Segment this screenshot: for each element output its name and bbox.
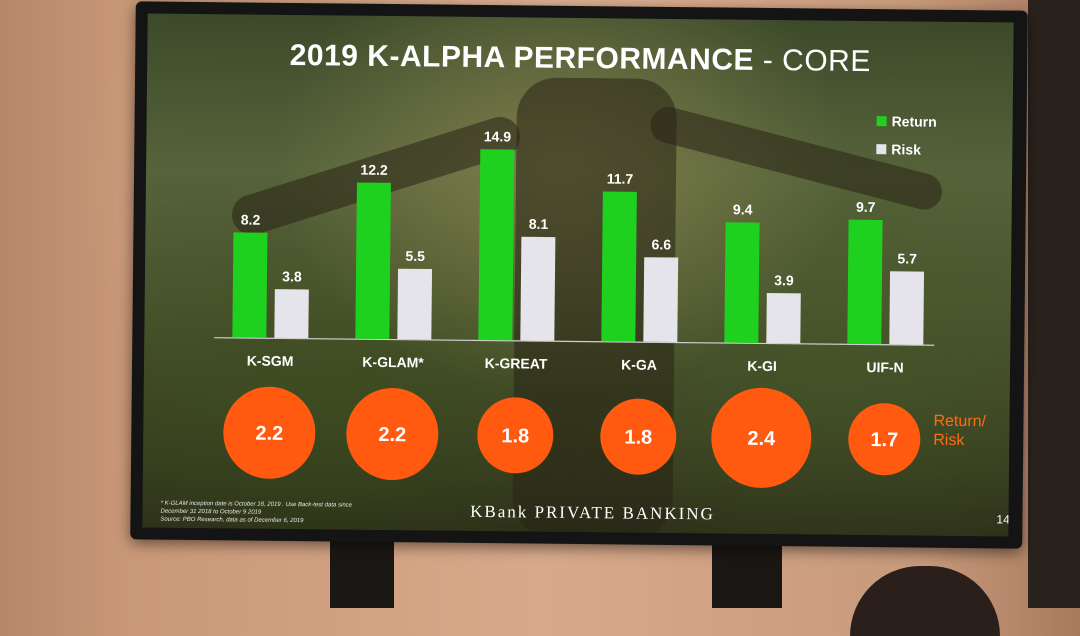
ratio-circle-4 (711, 387, 812, 488)
wall-pole (1028, 0, 1080, 608)
ratio-value-1: 2.2 (378, 424, 406, 446)
bar-return-4 (724, 222, 760, 343)
bar-risk-3 (643, 257, 679, 343)
data-label-risk-5: 5.7 (897, 250, 917, 266)
tv-stand-right (712, 540, 782, 608)
category-label-2: K-GREAT (485, 355, 548, 372)
category-label-1: K-GLAM* (362, 354, 424, 371)
bar-return-1 (355, 182, 391, 340)
page-number: 14 (996, 512, 1010, 527)
ratio-circle-2 (477, 397, 554, 474)
return-risk-label-line1: Return/ (933, 412, 987, 431)
footer-brand: KBank PRIVATE BANKING (470, 501, 715, 524)
ratio-circle-5 (848, 403, 921, 476)
bar-return-5 (847, 219, 883, 345)
ratio-value-2: 1.8 (501, 425, 529, 447)
category-label-3: K-GA (621, 356, 657, 372)
data-label-return-2: 14.9 (484, 128, 512, 144)
data-label-risk-1: 5.5 (405, 248, 425, 264)
tv-stand-left (330, 540, 394, 608)
legend-label-risk: Risk (891, 141, 921, 158)
data-label-risk-2: 8.1 (529, 216, 549, 232)
ratio-value-0: 2.2 (255, 423, 283, 445)
data-label-return-4: 9.4 (733, 201, 753, 217)
bar-return-3 (601, 191, 637, 342)
category-label-5: UIF-N (866, 359, 903, 375)
chart-legend: Return Risk (876, 113, 937, 170)
return-risk-label-line2: Risk (933, 431, 965, 450)
performance-chart: 8.2 3.8 K-SGM 2.2 12.2 5.5 K-GLAM* 2.2 14.9 8.1 K-… (214, 128, 935, 488)
data-label-return-1: 12.2 (360, 162, 388, 178)
bar-risk-4 (766, 293, 801, 344)
data-label-return-5: 9.7 (856, 199, 876, 215)
legend-item-risk: Risk (876, 141, 936, 158)
x-axis-line (214, 337, 935, 346)
data-label-return-3: 11.7 (607, 171, 634, 187)
data-label-risk-4: 3.9 (774, 272, 794, 288)
tv-frame: 2019 K-ALPHA PERFORMANCE - CORE 8.2 3.8 K-… (130, 1, 1028, 549)
data-label-return-0: 8.2 (241, 211, 261, 227)
bar-return-0 (232, 232, 268, 338)
bar-return-2 (478, 149, 515, 341)
ratio-circle-0 (223, 386, 316, 479)
ratio-circle-1 (346, 388, 439, 481)
ratio-value-3: 1.8 (624, 426, 652, 448)
ratio-circle-3 (600, 398, 677, 475)
legend-swatch-return (876, 116, 887, 127)
legend-swatch-risk (876, 144, 887, 155)
bar-risk-0 (274, 289, 309, 339)
bar-risk-1 (397, 268, 433, 340)
footnote: * K-GLAM inception date is October 18, 2… (160, 500, 450, 527)
bar-risk-5 (889, 271, 925, 345)
data-label-risk-3: 6.6 (652, 236, 672, 252)
data-label-risk-0: 3.8 (282, 268, 302, 284)
category-label-4: K-GI (747, 358, 777, 374)
bar-risk-2 (520, 236, 556, 341)
slide-screen: 2019 K-ALPHA PERFORMANCE - CORE 8.2 3.8 K-… (142, 13, 1014, 537)
legend-item-return: Return (876, 113, 937, 130)
legend-label-return: Return (891, 113, 937, 130)
return-risk-label: Return/ Risk (933, 412, 1013, 451)
ratio-value-4: 2.4 (747, 428, 776, 450)
ratio-value-5: 1.7 (870, 429, 898, 451)
category-label-0: K-SGM (247, 353, 294, 369)
